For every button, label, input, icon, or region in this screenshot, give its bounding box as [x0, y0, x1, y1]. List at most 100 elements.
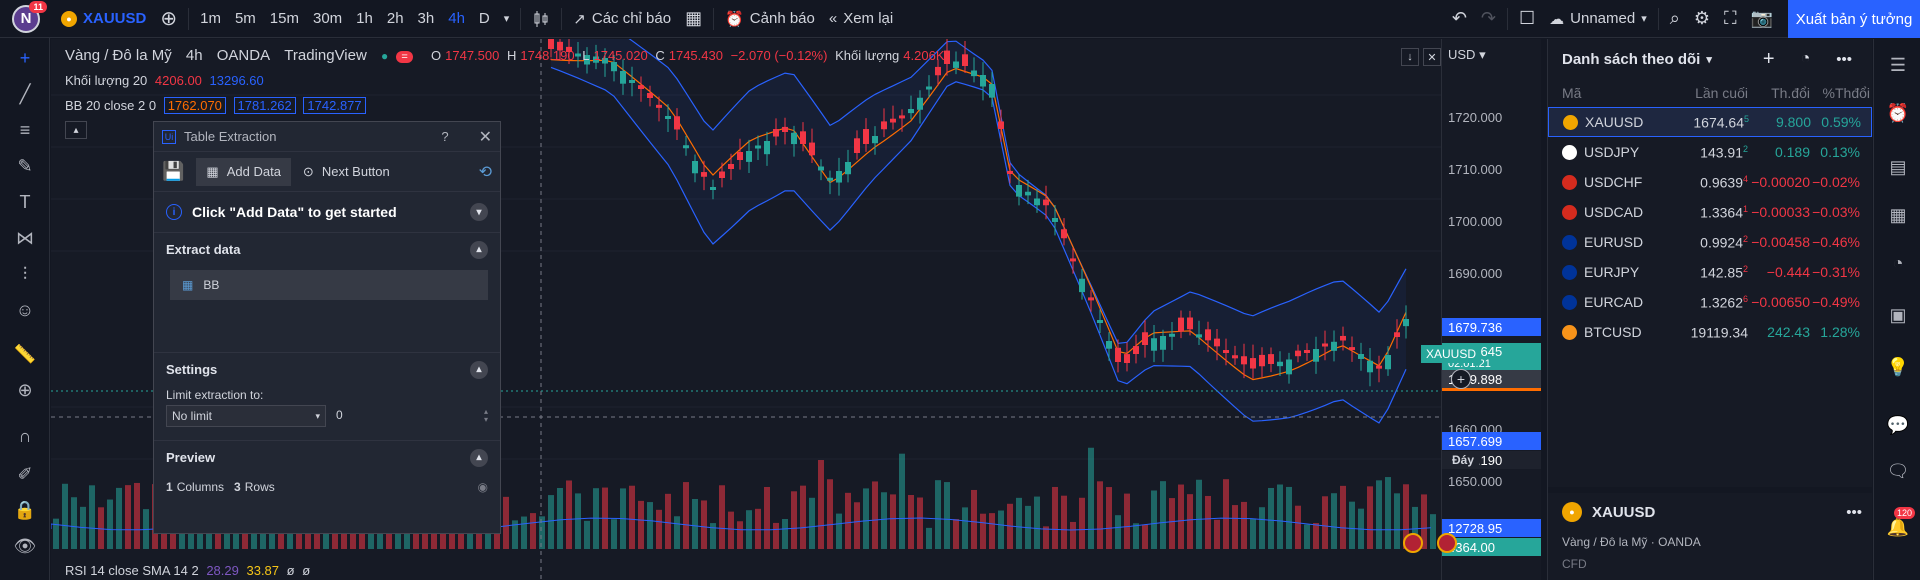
- timeframe-4h[interactable]: 4h: [448, 10, 465, 27]
- timeframe-1h[interactable]: 1h: [356, 10, 373, 27]
- notifications-icon[interactable]: 🔔 120: [1886, 507, 1916, 539]
- col-last[interactable]: Lần cuối: [1695, 85, 1748, 101]
- candles-icon[interactable]: [525, 0, 557, 38]
- chevron-up-icon[interactable]: ▴: [470, 240, 488, 259]
- col-symbol[interactable]: Mã: [1562, 85, 1582, 101]
- timeframe-D[interactable]: D: [478, 10, 490, 27]
- trend-line-icon[interactable]: ╱: [19, 83, 31, 104]
- col-pct[interactable]: %Thđổi: [1822, 85, 1870, 101]
- zoom-in-icon[interactable]: ⊕: [17, 379, 33, 400]
- more-options-icon[interactable]: •••: [1836, 50, 1852, 68]
- collapse-pane-icon[interactable]: ✕: [1423, 48, 1441, 66]
- eye-icon[interactable]: ◉: [477, 480, 488, 494]
- bb-legend[interactable]: BB 20 close 2 0 1762.070 1781.262 1742.8…: [65, 97, 370, 114]
- watchlist-row[interactable]: USDJPY 143.912 0.189 0.13%: [1548, 137, 1872, 167]
- watchlist-row[interactable]: USDCHF 0.96394 −0.00020 −0.02%: [1548, 167, 1872, 197]
- us-flag-event-icon[interactable]: [1437, 533, 1457, 553]
- gear-icon[interactable]: ⚙: [1693, 8, 1710, 28]
- watchlist-row[interactable]: XAUUSD 1674.645 9.800 0.59%: [1548, 107, 1872, 137]
- stepper-icon[interactable]: ▴ ▾: [483, 407, 488, 424]
- fullscreen-icon[interactable]: ⛶: [1723, 8, 1737, 28]
- watchlist-row[interactable]: USDCAD 1.33641 −0.00033 −0.03%: [1548, 197, 1872, 227]
- alert-button[interactable]: ⏰ Cảnh báo: [718, 0, 822, 38]
- more-options-icon[interactable]: •••: [1846, 503, 1862, 521]
- watchlist-row[interactable]: EURJPY 142.852 −0.444 −0.31%: [1548, 257, 1872, 287]
- add-data-button[interactable]: ▦ Add Data: [196, 157, 291, 186]
- user-avatar[interactable]: N 11: [12, 0, 47, 33]
- add-symbol-icon[interactable]: +: [1762, 47, 1775, 70]
- calendar-icon[interactable]: ▦: [1889, 204, 1907, 225]
- watchlist-row[interactable]: BTCUSD 19119.34 242.43 1.28%: [1548, 317, 1872, 347]
- undo-icon[interactable]: ↶: [1451, 8, 1467, 28]
- chevron-down-icon[interactable]: ▾: [503, 13, 510, 25]
- indicators-button[interactable]: ↗ Các chỉ báo: [566, 0, 678, 38]
- watchlist-row[interactable]: EURCAD 1.32626 −0.00650 −0.49%: [1548, 287, 1872, 317]
- extract-item-bb[interactable]: ▦ BB: [170, 270, 488, 300]
- close-icon[interactable]: ✕: [478, 128, 492, 146]
- chevron-down-icon[interactable]: ▾: [470, 203, 488, 221]
- watchlist-title[interactable]: Danh sách theo dõi: [1562, 50, 1701, 68]
- templates-grid-icon[interactable]: ▦: [685, 8, 703, 28]
- publish-idea-button[interactable]: Xuất bản ý tưởng: [1788, 0, 1920, 38]
- limit-select[interactable]: No limit ▾: [166, 405, 326, 427]
- alarm-clock-icon[interactable]: ⏰: [1886, 102, 1910, 123]
- save-icon[interactable]: 💾: [162, 161, 185, 181]
- compare-add-icon[interactable]: ⊕: [160, 8, 178, 30]
- move-down-icon[interactable]: ↓: [1401, 48, 1419, 66]
- volume-legend[interactable]: Khối lượng 20 4206.00 13296.60: [65, 73, 268, 88]
- layout-square-icon[interactable]: ☐: [1519, 8, 1536, 28]
- currency-selector[interactable]: USD ▾: [1448, 47, 1486, 63]
- fib-lines-icon[interactable]: ≡: [19, 119, 31, 140]
- camera-icon[interactable]: 📷: [1750, 8, 1773, 28]
- lock-icon[interactable]: 🔒: [13, 499, 37, 520]
- lightbulb-icon[interactable]: 💡: [1886, 356, 1910, 377]
- magnet-icon[interactable]: ∩: [18, 425, 32, 446]
- replay-button[interactable]: « Xem lại: [822, 0, 900, 38]
- settings-section[interactable]: Settings ▴: [154, 352, 500, 386]
- timeframe-3h[interactable]: 3h: [417, 10, 435, 27]
- layout-name-button[interactable]: ☁ Unnamed ▾: [1542, 0, 1654, 38]
- eye-icon[interactable]: 👁: [13, 535, 37, 556]
- redo-icon[interactable]: ↷: [1480, 8, 1497, 28]
- timeframe-5m[interactable]: 5m: [234, 10, 256, 27]
- timeframe-15m[interactable]: 15m: [269, 10, 299, 27]
- search-icon[interactable]: ⌕: [1669, 8, 1680, 28]
- emoji-icon[interactable]: ☺: [15, 299, 35, 320]
- timeframe-2h[interactable]: 2h: [386, 10, 404, 27]
- chat-icon[interactable]: 💬: [1886, 414, 1910, 435]
- pie-chart-icon[interactable]: ◔: [1892, 252, 1904, 273]
- chart-pane[interactable]: Vàng / Đô la Mỹ 4h OANDA TradingView ● =…: [51, 39, 1541, 580]
- preview-section[interactable]: Preview ▴: [154, 440, 500, 474]
- us-flag-event-icon[interactable]: [1403, 533, 1423, 553]
- col-change[interactable]: Th.đổi: [1771, 85, 1810, 101]
- limit-input[interactable]: 0 ▴ ▾: [336, 408, 488, 424]
- pencil-lock-icon[interactable]: ✐: [17, 463, 33, 484]
- streams-icon[interactable]: 🗨: [1886, 460, 1910, 481]
- chevron-down-icon[interactable]: ▾: [1706, 53, 1712, 66]
- rsi-legend[interactable]: RSI 14 close SMA 14 2 28.29 33.87 ø ø: [65, 563, 314, 578]
- chevron-up-icon[interactable]: ▴: [470, 360, 488, 379]
- notes-icon[interactable]: ▣: [1889, 304, 1907, 325]
- watchlist-row[interactable]: EURUSD 0.99242 −0.00458 −0.46%: [1548, 227, 1872, 257]
- add-alert-plus-icon[interactable]: +: [1451, 369, 1471, 389]
- watchlist-icon[interactable]: ☰: [1889, 54, 1907, 75]
- price-axis[interactable]: USD ▾ 1720.000 1710.000 1700.000 1690.00…: [1441, 39, 1541, 580]
- extract-data-section[interactable]: Extract data ▴: [154, 232, 500, 266]
- collapse-legend-icon[interactable]: ▴: [65, 121, 87, 139]
- next-button-button[interactable]: ⊙ Next Button: [303, 164, 390, 180]
- timeframe-1m[interactable]: 1m: [200, 10, 221, 27]
- pattern-icon[interactable]: ⋈: [16, 227, 34, 248]
- symbol-search[interactable]: ● XAUUSD: [54, 0, 153, 38]
- help-icon[interactable]: ?: [441, 129, 449, 144]
- text-tool-icon[interactable]: T: [19, 191, 31, 212]
- ruler-icon[interactable]: 📏: [13, 343, 37, 364]
- refresh-icon[interactable]: ⟲: [478, 163, 492, 181]
- forecast-icon[interactable]: ⫶: [22, 263, 28, 284]
- timeframe-30m[interactable]: 30m: [312, 10, 343, 27]
- news-icon[interactable]: ▤: [1889, 156, 1907, 177]
- brush-icon[interactable]: ✎: [17, 155, 33, 176]
- advanced-view-icon[interactable]: ◔: [1800, 50, 1811, 67]
- detail-symbol[interactable]: XAUUSD: [1592, 503, 1656, 521]
- crosshair-icon[interactable]: +: [19, 47, 31, 68]
- chevron-up-icon[interactable]: ▴: [470, 448, 488, 467]
